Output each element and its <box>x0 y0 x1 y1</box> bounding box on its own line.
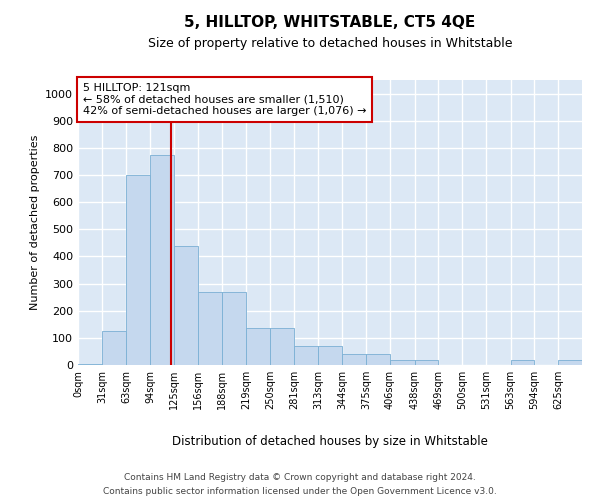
Text: Contains public sector information licensed under the Open Government Licence v3: Contains public sector information licen… <box>103 488 497 496</box>
Y-axis label: Number of detached properties: Number of detached properties <box>29 135 40 310</box>
Text: 5 HILLTOP: 121sqm
← 58% of detached houses are smaller (1,510)
42% of semi-detac: 5 HILLTOP: 121sqm ← 58% of detached hous… <box>83 83 367 116</box>
Text: Distribution of detached houses by size in Whitstable: Distribution of detached houses by size … <box>172 435 488 448</box>
Bar <box>415 360 439 365</box>
Bar <box>174 246 198 365</box>
Text: 5, HILLTOP, WHITSTABLE, CT5 4QE: 5, HILLTOP, WHITSTABLE, CT5 4QE <box>184 15 476 30</box>
Bar <box>102 331 127 365</box>
Bar <box>198 292 223 365</box>
Bar <box>319 346 342 365</box>
Bar <box>366 354 390 365</box>
Bar <box>270 328 294 365</box>
Bar <box>390 360 415 365</box>
Bar <box>223 292 246 365</box>
Bar <box>294 346 319 365</box>
Bar <box>150 154 174 365</box>
Bar <box>558 360 582 365</box>
Text: Size of property relative to detached houses in Whitstable: Size of property relative to detached ho… <box>148 38 512 51</box>
Bar <box>342 354 366 365</box>
Bar <box>511 360 535 365</box>
Bar <box>246 328 270 365</box>
Bar <box>127 175 150 365</box>
Text: Contains HM Land Registry data © Crown copyright and database right 2024.: Contains HM Land Registry data © Crown c… <box>124 472 476 482</box>
Bar <box>78 364 102 365</box>
